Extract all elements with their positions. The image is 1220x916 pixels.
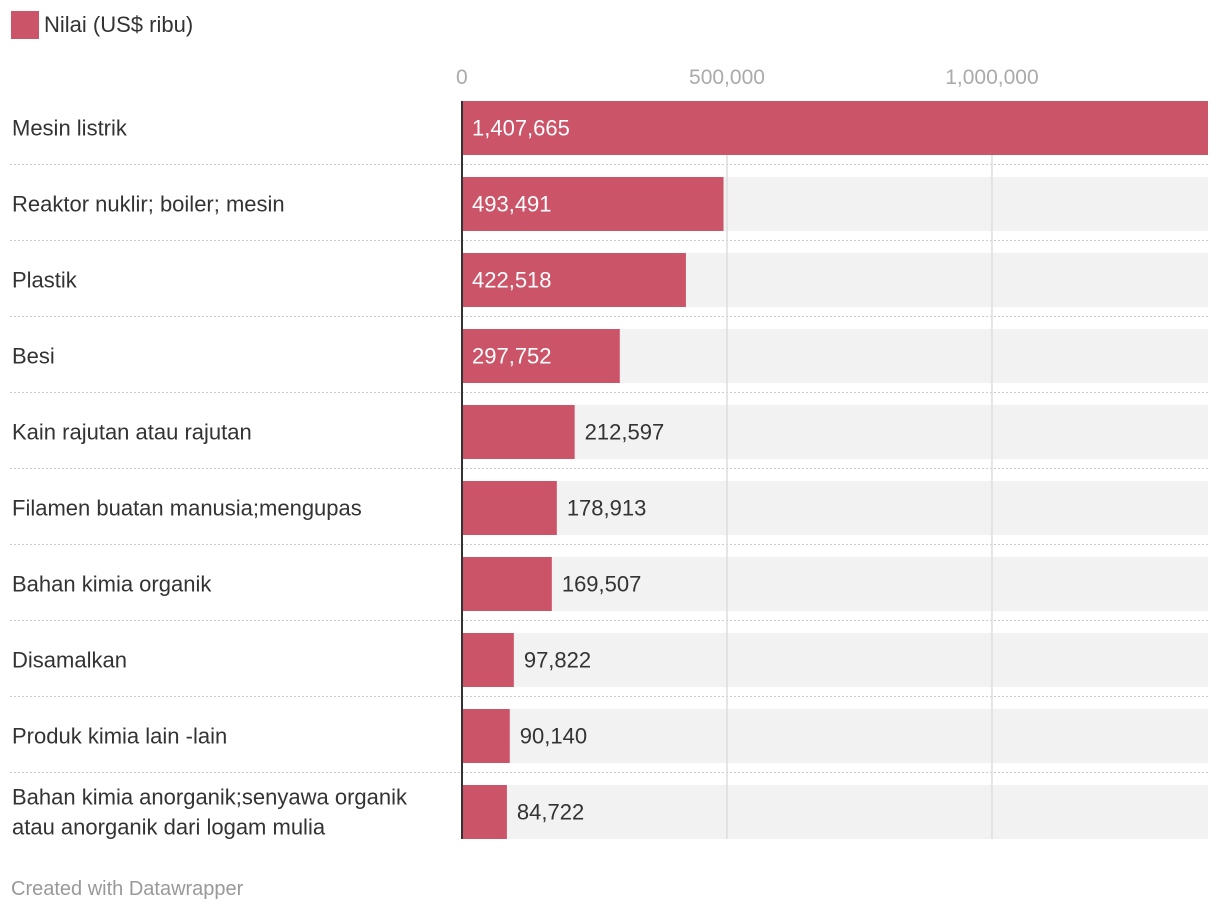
category-label: Mesin listrik <box>12 116 128 141</box>
bar <box>462 557 552 611</box>
category-label: Kain rajutan atau rajutan <box>12 420 252 445</box>
value-label: 84,722 <box>517 800 584 825</box>
value-label: 178,913 <box>567 496 647 521</box>
bar-track <box>462 481 1208 535</box>
value-label: 90,140 <box>520 724 587 749</box>
x-tick-label: 1,000,000 <box>945 66 1038 89</box>
bar <box>462 329 620 383</box>
category-label: Reaktor nuklir; boiler; mesin <box>12 192 285 217</box>
x-tick-label: 500,000 <box>689 66 765 89</box>
bar <box>462 101 1208 155</box>
bar-track <box>462 557 1208 611</box>
category-label: Filamen buatan manusia;mengupas <box>12 496 362 521</box>
bar-track <box>462 785 1208 839</box>
legend-label: Nilai (US$ ribu) <box>44 12 194 37</box>
value-label: 97,822 <box>524 648 591 673</box>
bar <box>462 177 724 231</box>
value-label: 212,597 <box>585 420 665 445</box>
category-label: Bahan kimia organik <box>12 572 212 597</box>
bar <box>462 481 557 535</box>
value-label: 1,407,665 <box>472 116 570 141</box>
category-label: atau anorganik dari logam mulia <box>12 815 326 840</box>
bar <box>462 709 510 763</box>
value-label: 297,752 <box>472 344 552 369</box>
bar-track <box>462 633 1208 687</box>
category-label: Plastik <box>12 268 78 293</box>
bar <box>462 785 507 839</box>
value-label: 422,518 <box>472 268 552 293</box>
category-label: Bahan kimia anorganik;senyawa organik <box>12 785 408 810</box>
footer-credit: Created with Datawrapper <box>11 878 244 900</box>
bar <box>462 633 514 687</box>
category-label: Besi <box>12 344 55 369</box>
legend: Nilai (US$ ribu) <box>11 11 193 39</box>
value-label: 169,507 <box>562 572 642 597</box>
bar <box>462 253 686 307</box>
category-label: Disamalkan <box>12 648 127 673</box>
bar-track <box>462 709 1208 763</box>
bar <box>462 405 575 459</box>
legend-swatch <box>11 11 39 39</box>
bar-chart: 0 500,000 1,000,000 Mesin listrik 1,407,665 R… <box>10 66 1208 840</box>
value-label: 493,491 <box>472 192 552 217</box>
bar-track <box>462 405 1208 459</box>
category-label: Produk kimia lain -lain <box>12 724 227 749</box>
x-tick-label: 0 <box>456 66 468 89</box>
